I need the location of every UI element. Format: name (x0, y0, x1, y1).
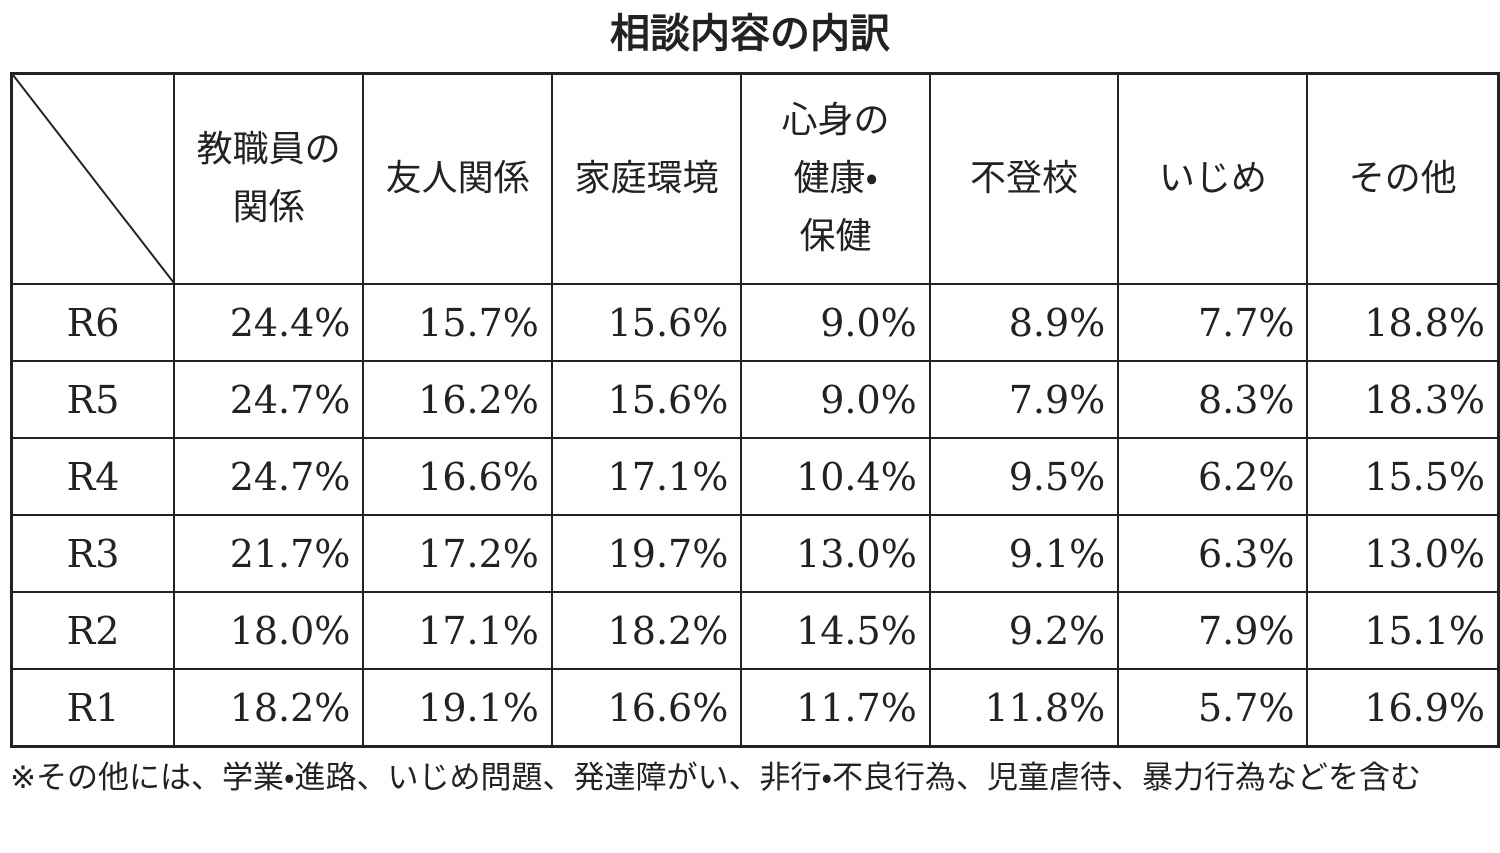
column-header: いじめ (1117, 72, 1309, 285)
table-row: R4 24.7% 16.6% 17.1% 10.4% 9.5% 6.2% 15.5% (10, 437, 1500, 516)
header-line: 家庭環境 (574, 158, 719, 199)
cell: 16.2% (362, 360, 553, 439)
cell: 9.0% (740, 360, 931, 439)
cell: 24.7% (172, 360, 365, 439)
cell: 16.6% (362, 437, 553, 516)
cell: 18.2% (550, 591, 743, 670)
header-line: その他 (1348, 158, 1457, 199)
column-header: 教職員の 関係 (172, 72, 365, 285)
column-header: 不登校 (928, 72, 1120, 285)
cell: 7.9% (1117, 591, 1309, 670)
header-line: 関係 (232, 187, 305, 228)
cell: 18.8% (1306, 283, 1500, 362)
row-label: R6 (10, 283, 175, 362)
cell: 9.0% (740, 283, 931, 362)
corner-cell (10, 72, 175, 285)
header-line: 保健 (799, 216, 872, 257)
header-line: 友人関係 (385, 158, 530, 199)
cell: 18.0% (172, 591, 365, 670)
header-row: 教職員の 関係 友人関係 家庭環境 心身の 健康・ 保健 不登校 いじめ その他 (10, 72, 1500, 285)
header-line: いじめ (1158, 158, 1267, 199)
cell: 9.2% (928, 591, 1120, 670)
row-label: R3 (10, 514, 175, 593)
table: 教職員の 関係 友人関係 家庭環境 心身の 健康・ 保健 不登校 いじめ その他 R6 24.4% 1… (10, 72, 1500, 748)
cell: 10.4% (740, 437, 931, 516)
footnote: ※その他には、学業・進路、いじめ問題、発達障がい、非行・不良行為、児童虐待、暴力… (10, 760, 1422, 796)
cell: 16.6% (550, 668, 743, 748)
cell: 6.3% (1117, 514, 1309, 593)
table-row: R6 24.4% 15.7% 15.6% 9.0% 8.9% 7.7% 18.8% (10, 283, 1500, 362)
cell: 15.7% (362, 283, 553, 362)
table-body: R6 24.4% 15.7% 15.6% 9.0% 8.9% 7.7% 18.8% R5 24.7… (10, 283, 1500, 748)
row-label: R5 (10, 360, 175, 439)
cell: 17.1% (550, 437, 743, 516)
row-label: R2 (10, 591, 175, 670)
table-row: R3 21.7% 17.2% 19.7% 13.0% 9.1% 6.3% 13.0% (10, 514, 1500, 593)
cell: 6.2% (1117, 437, 1309, 516)
cell: 8.9% (928, 283, 1120, 362)
cell: 8.3% (1117, 360, 1309, 439)
row-label: R4 (10, 437, 175, 516)
cell: 14.5% (740, 591, 931, 670)
cell: 13.0% (1306, 514, 1500, 593)
cell: 15.1% (1306, 591, 1500, 670)
column-header: 心身の 健康・ 保健 (740, 72, 931, 285)
cell: 7.7% (1117, 283, 1309, 362)
cell: 9.1% (928, 514, 1120, 593)
table-row: R5 24.7% 16.2% 15.6% 9.0% 7.9% 8.3% 18.3% (10, 360, 1500, 439)
cell: 19.1% (362, 668, 553, 748)
cell: 18.3% (1306, 360, 1500, 439)
cell: 5.7% (1117, 668, 1309, 748)
header-line: 心身の (781, 100, 890, 141)
cell: 18.2% (172, 668, 365, 748)
cell: 13.0% (740, 514, 931, 593)
diagonal (13, 75, 174, 283)
cell: 15.5% (1306, 437, 1500, 516)
cell: 24.7% (172, 437, 365, 516)
header-line: 教職員の (196, 129, 341, 170)
table-row: R1 18.2% 19.1% 16.6% 11.7% 11.8% 5.7% 16.9% (10, 668, 1500, 748)
cell: 15.6% (550, 360, 743, 439)
column-header: 家庭環境 (550, 72, 743, 285)
cell: 17.1% (362, 591, 553, 670)
cell: 21.7% (172, 514, 365, 593)
cell: 24.4% (172, 283, 365, 362)
cell: 16.9% (1306, 668, 1500, 748)
cell: 11.7% (740, 668, 931, 748)
header-line: 健康・ (793, 158, 878, 199)
title: 相談内容の内訳 (610, 11, 890, 57)
cell: 7.9% (928, 360, 1120, 439)
cell: 9.5% (928, 437, 1120, 516)
cell: 17.2% (362, 514, 553, 593)
row-label: R1 (10, 668, 175, 748)
cell: 19.7% (550, 514, 743, 593)
table-row: R2 18.0% 17.1% 18.2% 14.5% 9.2% 7.9% 15.1% (10, 591, 1500, 670)
cell: 15.6% (550, 283, 743, 362)
column-header: その他 (1306, 72, 1500, 285)
cell: 11.8% (928, 668, 1120, 748)
header-line: 不登校 (970, 158, 1079, 199)
column-header: 友人関係 (362, 72, 553, 285)
